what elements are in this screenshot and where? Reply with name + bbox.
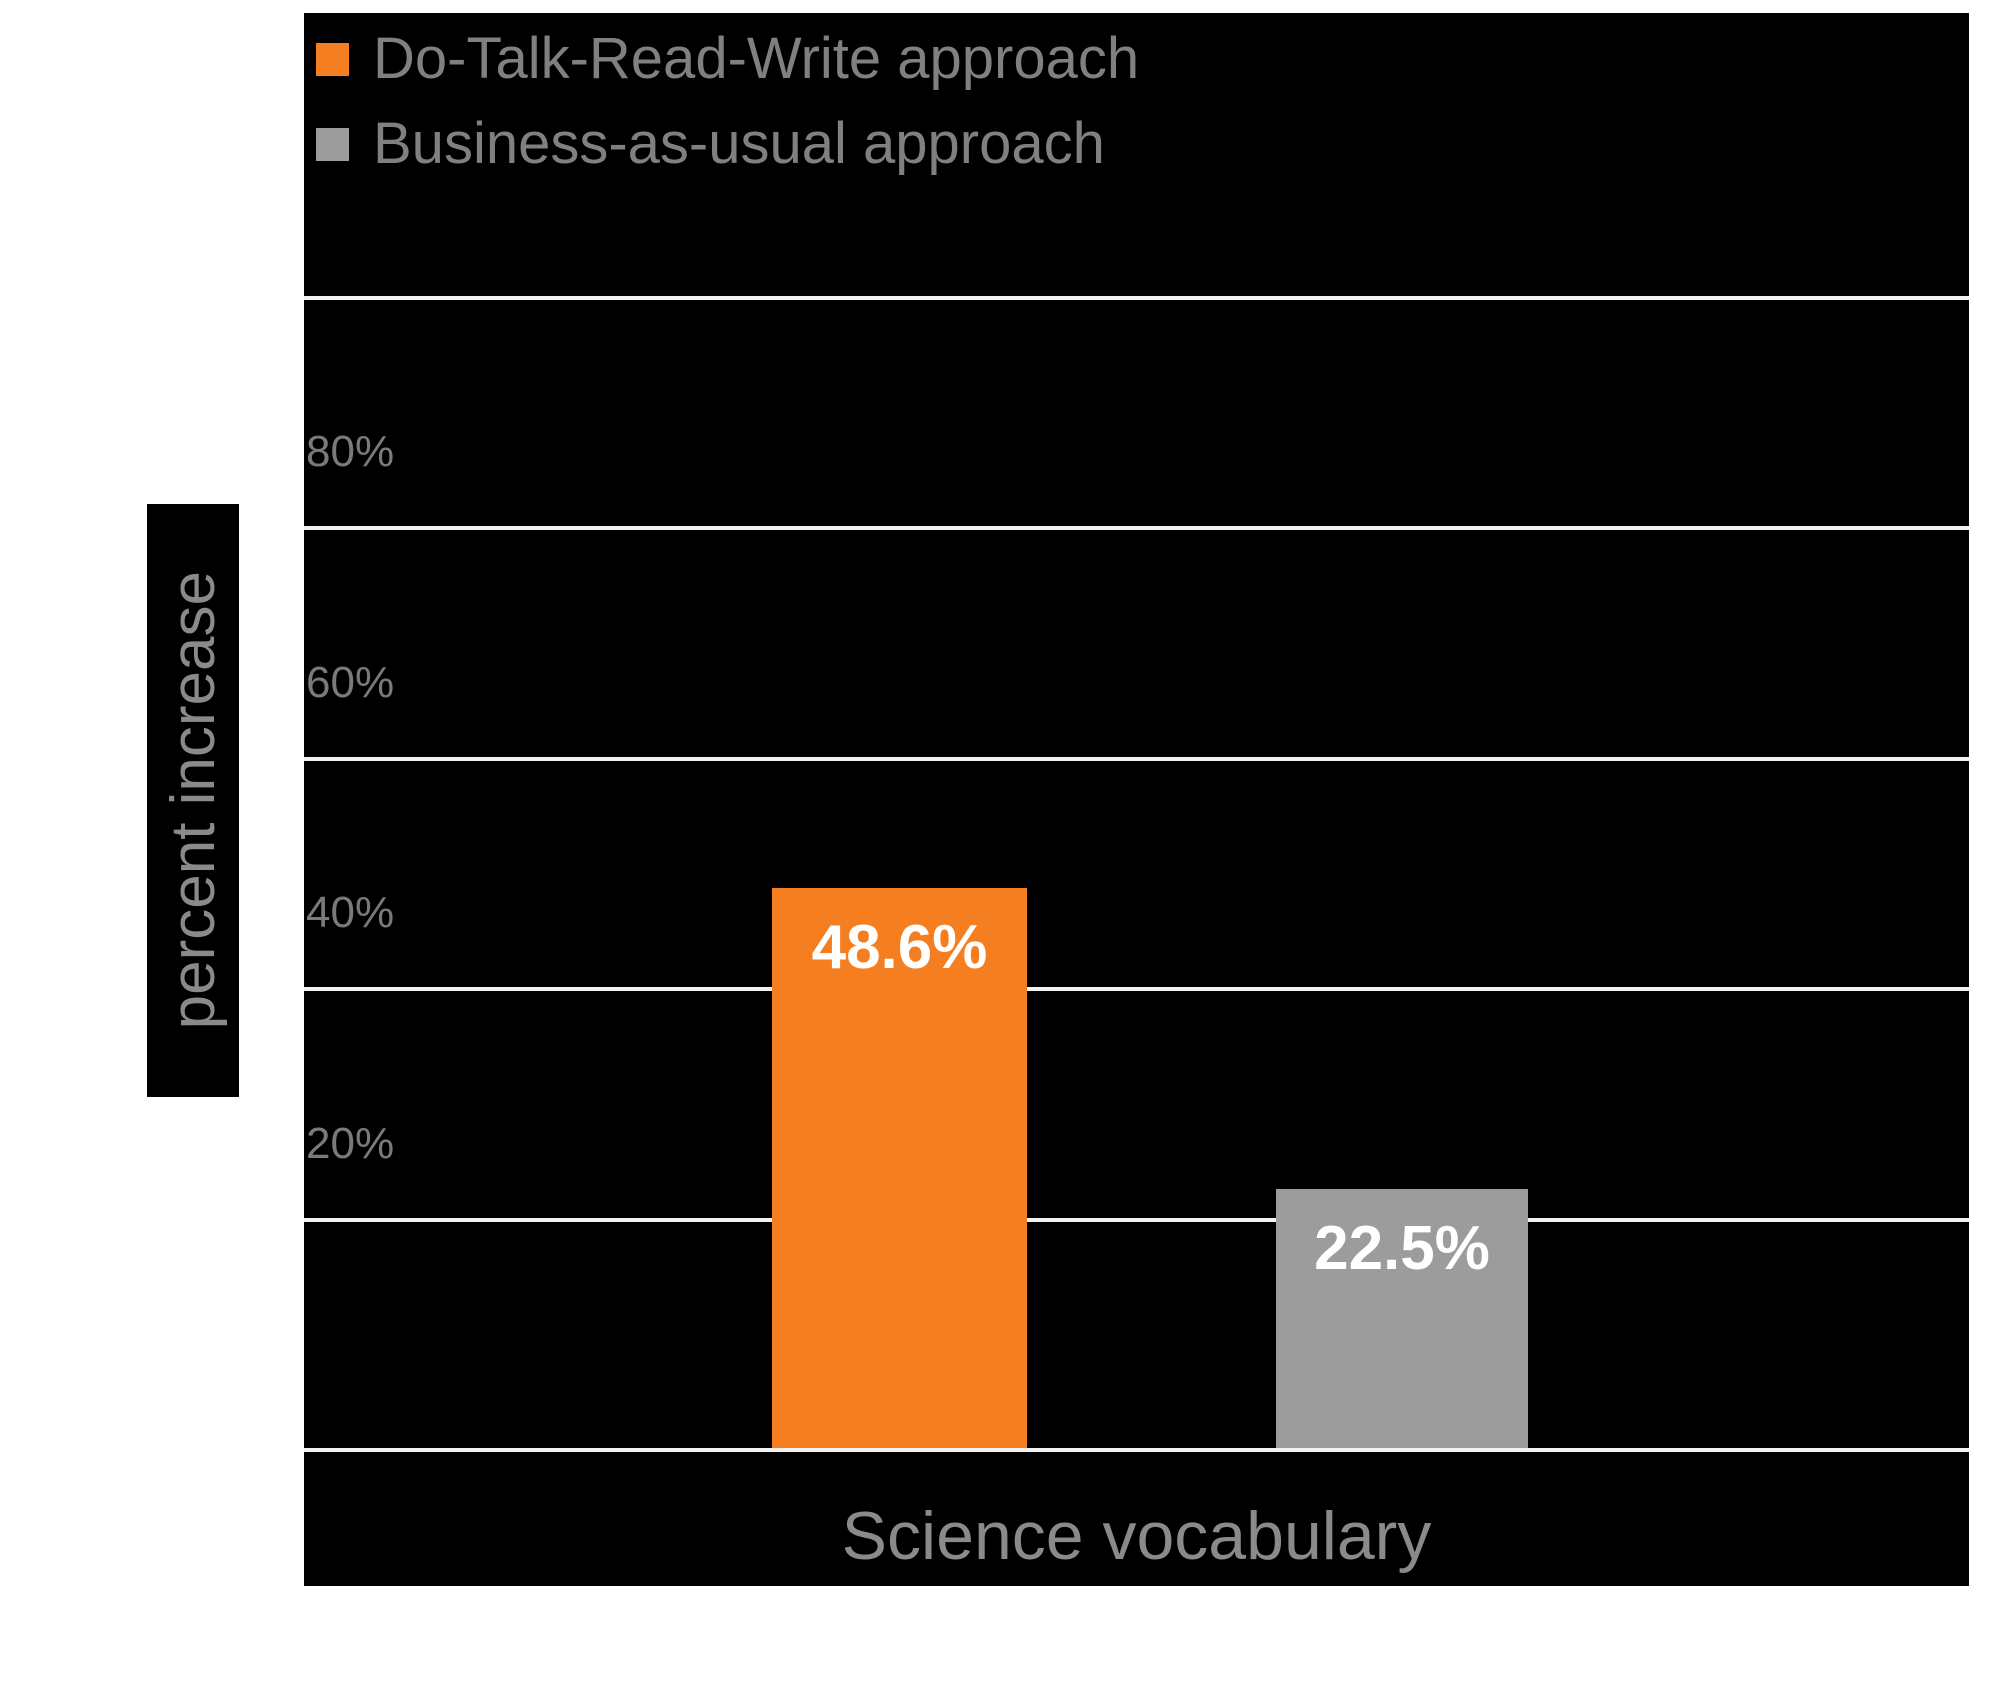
- gridline-40: [304, 987, 1969, 991]
- plot-area: 80% 60% 40% 20% Do-Talk-Read-Write approach…: [304, 13, 1969, 1586]
- bar-value-label: 48.6%: [811, 913, 988, 982]
- x-axis-label: Science vocabulary: [841, 1498, 1432, 1574]
- legend-item-do-talk-read-write: Do-Talk-Read-Write approach: [316, 26, 1140, 91]
- gridline-80: [304, 526, 1969, 530]
- gridline-0: [304, 1448, 1969, 1452]
- legend-label: Do-Talk-Read-Write approach: [373, 26, 1140, 91]
- y-tick-label-20: 20%: [306, 1119, 395, 1168]
- y-axis-title: percent increase: [158, 571, 228, 1030]
- legend: Do-Talk-Read-Write approach Business-as-…: [316, 26, 1140, 199]
- bar-do-talk-read-write: 48.6%: [772, 888, 1027, 1448]
- y-tick-label-80: 80%: [306, 427, 395, 476]
- legend-item-business-as-usual: Business-as-usual approach: [316, 110, 1139, 176]
- y-axis-title-box: percent increase: [147, 504, 239, 1097]
- y-tick-label-40: 40%: [306, 888, 395, 937]
- gridline-100: [304, 296, 1969, 300]
- legend-swatch-orange: [316, 42, 349, 76]
- legend-swatch-gray: [316, 127, 349, 161]
- y-tick-label-60: 60%: [306, 658, 395, 707]
- legend-label: Business-as-usual approach: [373, 110, 1105, 176]
- bar-business-as-usual: 22.5%: [1276, 1189, 1528, 1448]
- gridline-60: [304, 757, 1969, 761]
- gridline-20: [304, 1218, 1969, 1222]
- bar-value-label: 22.5%: [1314, 1214, 1490, 1283]
